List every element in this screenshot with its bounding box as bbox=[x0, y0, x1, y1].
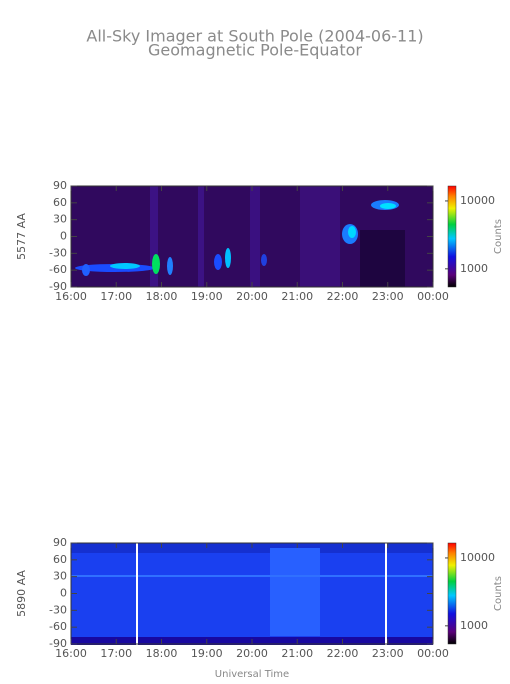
title: All-Sky Imager at South Pole (2004-06-11… bbox=[86, 27, 423, 46]
y-tick-label: 0 bbox=[60, 230, 67, 243]
x-tick-label: 20:00 bbox=[236, 290, 268, 303]
x-tick-label: 22:00 bbox=[327, 647, 359, 660]
y-tick-label: -30 bbox=[49, 246, 67, 259]
x-tick-label: 17:00 bbox=[100, 647, 132, 660]
keogram-image bbox=[71, 186, 433, 287]
subtitle: Geomagnetic Pole-Equator bbox=[148, 41, 362, 60]
x-tick-label: 21:00 bbox=[281, 647, 313, 660]
y-tick-label: -90 bbox=[49, 280, 67, 293]
colorbar-tick-label: 10000 bbox=[460, 551, 495, 564]
x-tick-label: 23:00 bbox=[372, 290, 404, 303]
y-tick-label: 30 bbox=[53, 570, 67, 583]
x-tick-label: 20:00 bbox=[236, 647, 268, 660]
colorbar-tick-label: 10000 bbox=[460, 194, 495, 207]
y-tick-label: 60 bbox=[53, 196, 67, 209]
y-tick-label: -30 bbox=[49, 603, 67, 616]
x-tick-label: 16:00 bbox=[55, 290, 87, 303]
y-tick-label: -60 bbox=[49, 263, 67, 276]
x-tick-label: 22:00 bbox=[327, 290, 359, 303]
x-tick-label: 19:00 bbox=[191, 290, 223, 303]
y-tick-label: -60 bbox=[49, 620, 67, 633]
y-tick-label: 0 bbox=[60, 587, 67, 600]
x-tick-label: 19:00 bbox=[191, 647, 223, 660]
x-tick-label: 18:00 bbox=[146, 647, 178, 660]
x-tick-label: 23:00 bbox=[372, 647, 404, 660]
x-tick-label: 00:00 bbox=[417, 290, 449, 303]
x-tick-label: 16:00 bbox=[55, 647, 87, 660]
x-tick-label: 21:00 bbox=[281, 290, 313, 303]
colorbar-label: Counts bbox=[493, 219, 504, 254]
x-tick-label: 17:00 bbox=[100, 290, 132, 303]
x-tick-label: 18:00 bbox=[146, 290, 178, 303]
keogram-image bbox=[71, 543, 433, 645]
colorbar-label: Counts bbox=[493, 576, 504, 611]
y-tick-label: 30 bbox=[53, 213, 67, 226]
colorbar bbox=[447, 542, 457, 645]
x-tick-label: 00:00 bbox=[417, 647, 449, 660]
y-tick-label: -90 bbox=[49, 637, 67, 650]
x-axis-label: Universal Time bbox=[215, 669, 289, 680]
y-axis-label: 5577 AA bbox=[15, 213, 28, 260]
colorbar-tick-label: 1000 bbox=[460, 262, 488, 275]
y-axis-label: 5890 AA bbox=[15, 570, 28, 617]
colorbar-tick-label: 1000 bbox=[460, 619, 488, 632]
y-tick-label: 90 bbox=[53, 536, 67, 549]
y-tick-label: 90 bbox=[53, 179, 67, 192]
colorbar bbox=[447, 185, 457, 288]
y-tick-label: 60 bbox=[53, 553, 67, 566]
